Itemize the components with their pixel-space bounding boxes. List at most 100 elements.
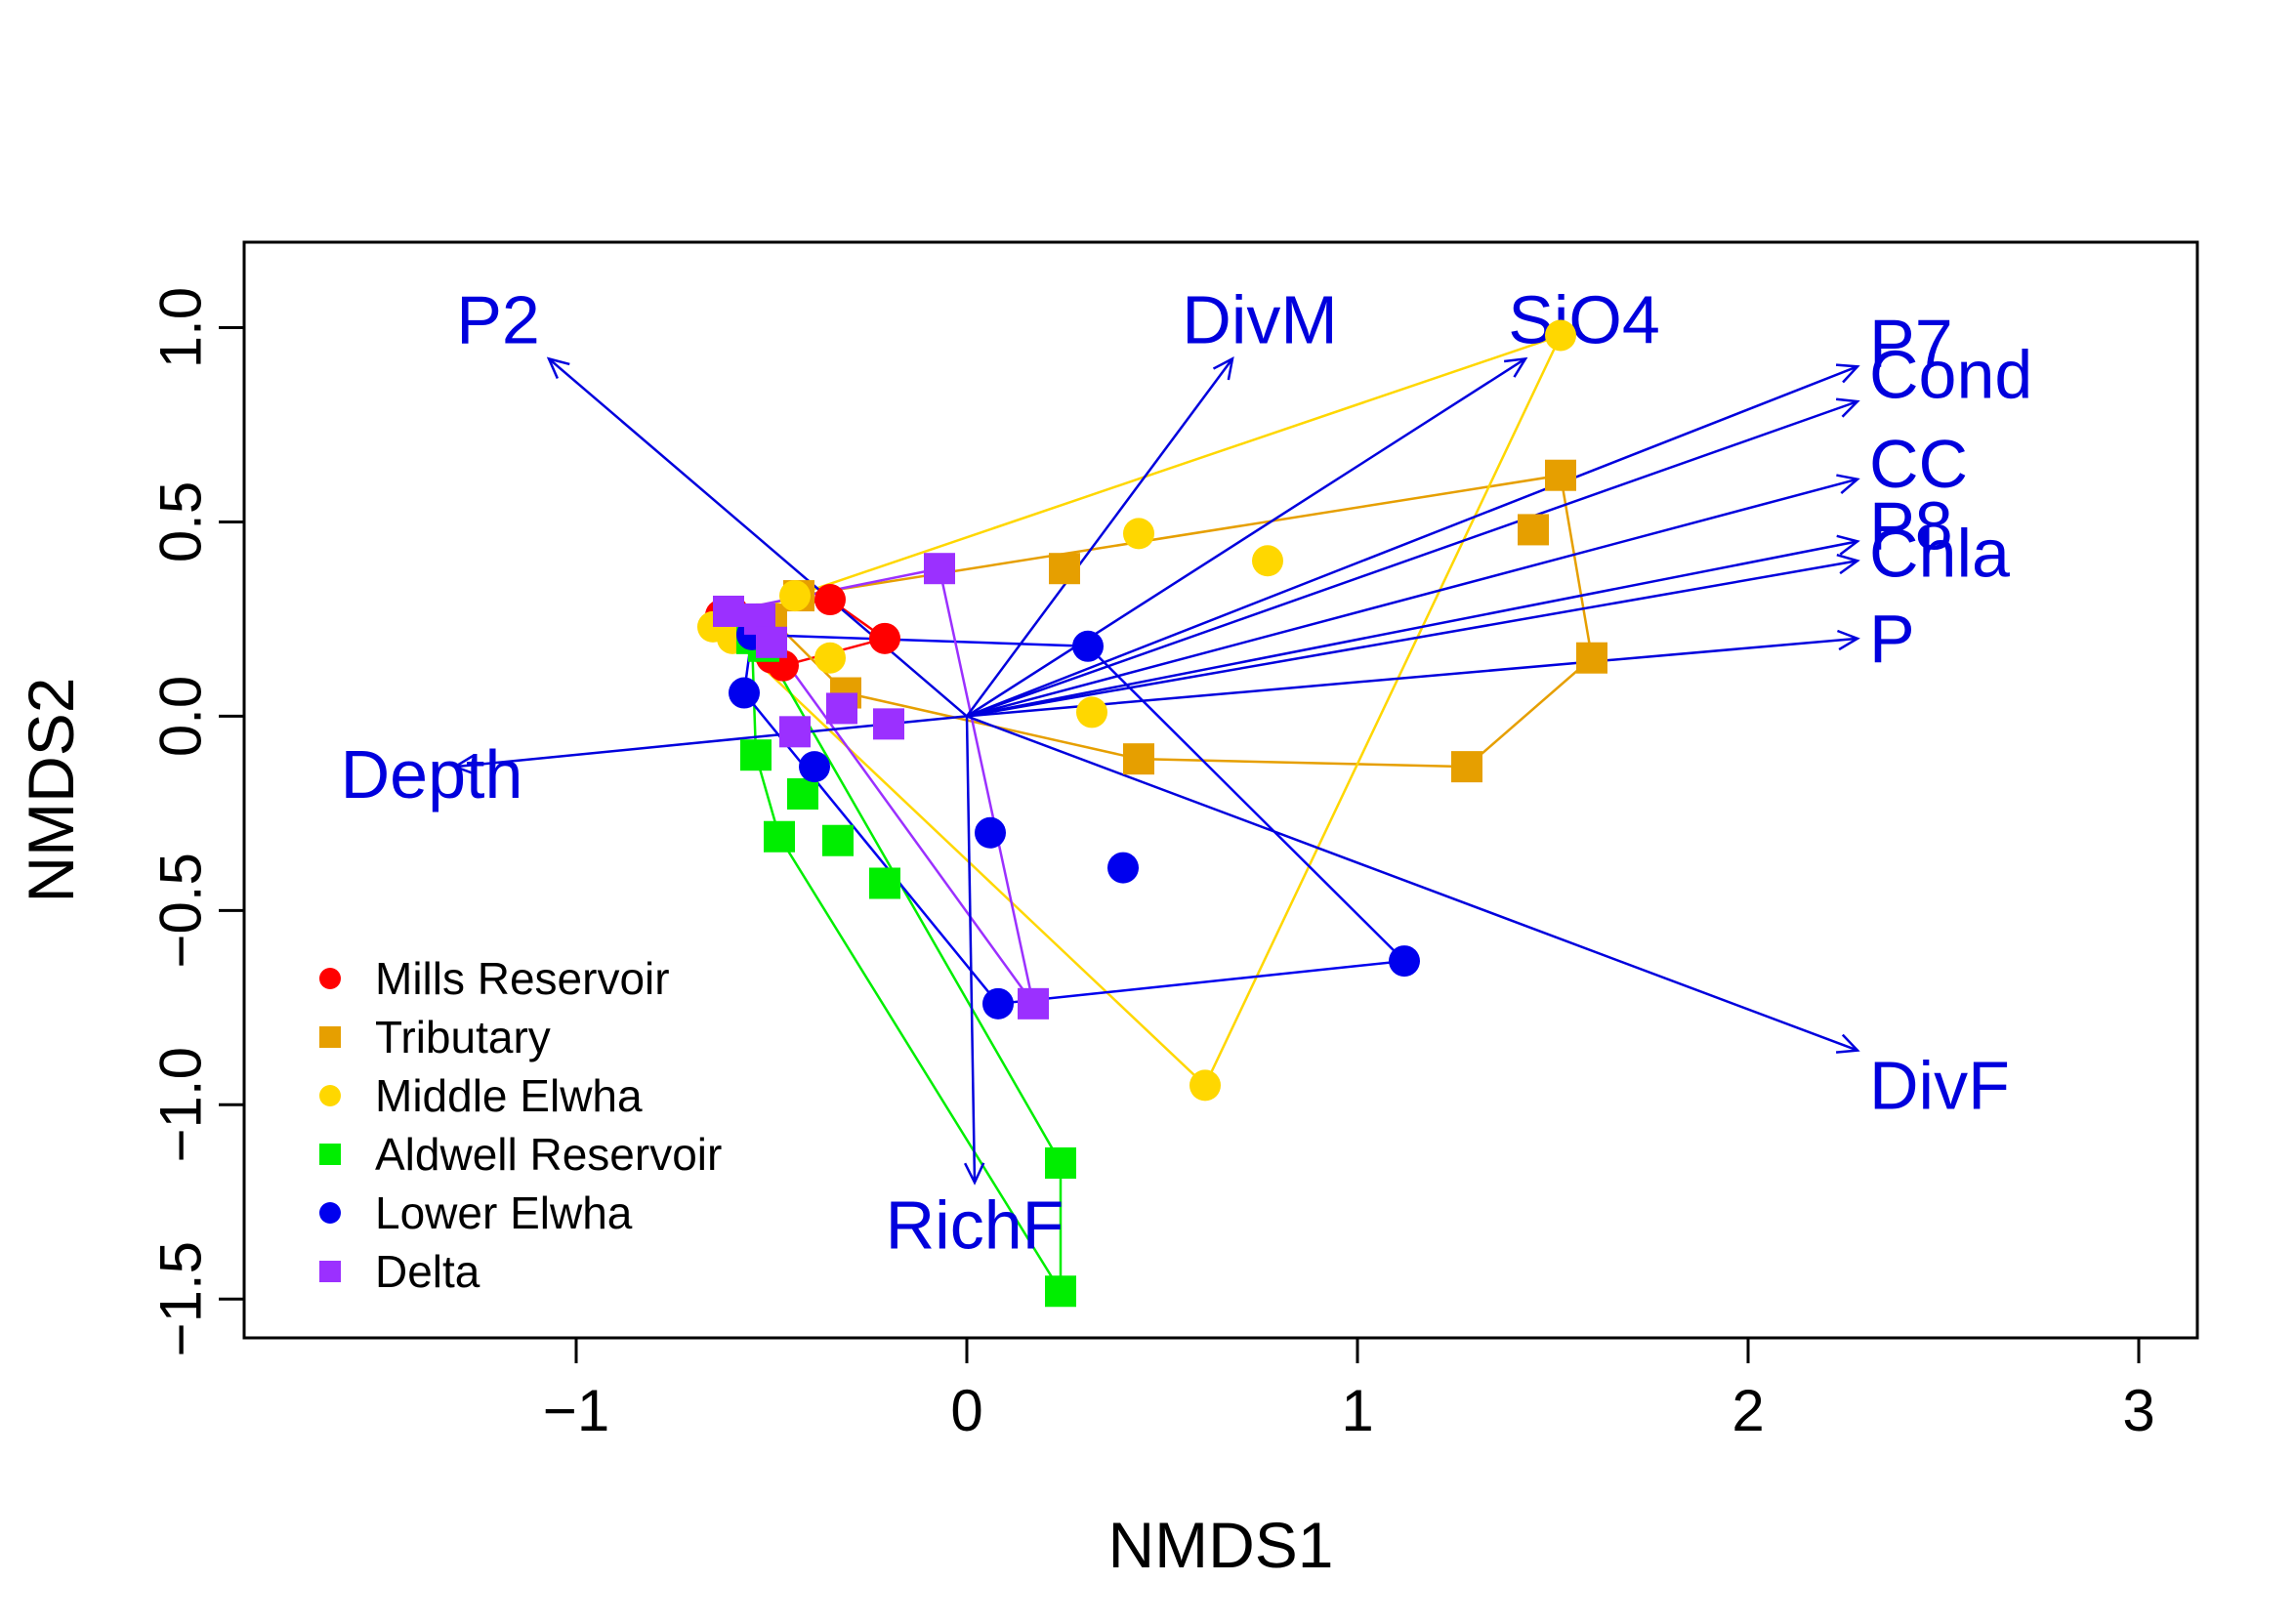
vector-arrowhead: [546, 356, 570, 380]
data-point: [982, 987, 1014, 1020]
y-tick-label: 1.0: [148, 287, 214, 368]
data-point: [1123, 743, 1154, 775]
vector-label: DivF: [1869, 1047, 2010, 1123]
vector-label: Cond: [1869, 336, 2032, 412]
vector-label: P8: [1869, 487, 1953, 563]
x-axis: −1 0 1 2 3: [543, 1336, 2155, 1443]
data-point: [1049, 553, 1080, 585]
data-point: [779, 716, 811, 748]
data-point: [1018, 987, 1049, 1020]
vector-arrowhead: [1504, 356, 1528, 378]
y-tick-label: −0.5: [148, 853, 214, 968]
vector-line: [966, 357, 1526, 718]
vector-arrowhead: [1835, 1033, 1860, 1054]
data-point: [1451, 751, 1482, 783]
vector-line: [965, 716, 977, 1183]
data-point: [869, 867, 900, 899]
y-tick-label: 0.0: [148, 676, 214, 757]
data-point: [873, 708, 904, 740]
legend-marker: [319, 968, 341, 989]
data-point: [1189, 1069, 1221, 1102]
legend-marker: [319, 1261, 341, 1282]
vector-label: RichF: [886, 1187, 1064, 1264]
data-point: [1545, 319, 1576, 352]
vector-arrowhead: [452, 754, 477, 775]
vector-label: Chla: [1869, 515, 2010, 591]
data-point: [814, 584, 846, 616]
data-point: [1252, 545, 1283, 577]
vector-arrowhead: [1836, 534, 1860, 556]
vector-label: P: [1869, 601, 1915, 677]
legend-marker: [319, 1202, 341, 1224]
data-point: [764, 820, 795, 853]
data-point: [756, 626, 787, 658]
x-axis-label: NMDS1: [1107, 1509, 1333, 1581]
data-point: [822, 824, 854, 856]
vector-label: P2: [456, 282, 540, 358]
data-point: [1518, 514, 1549, 546]
site-points: [697, 319, 1607, 1308]
data-point: [1076, 696, 1107, 729]
vector-label: DivM: [1182, 282, 1337, 358]
data-point: [1123, 518, 1154, 550]
y-axis-label: NMDS2: [15, 677, 87, 902]
data-point: [1576, 642, 1607, 674]
data-point: [1545, 459, 1576, 491]
vector-label: P7: [1869, 305, 1953, 381]
data-point: [826, 692, 857, 725]
data-point: [713, 595, 744, 627]
vector-label: Depth: [341, 736, 523, 812]
x-tick-label: 2: [1732, 1378, 1764, 1443]
vector-line: [966, 540, 1858, 718]
data-point: [1072, 630, 1104, 662]
data-point: [869, 622, 900, 654]
vector-arrowhead: [1836, 554, 1860, 575]
legend-marker: [319, 1085, 341, 1106]
legend-label: Tributary: [375, 1012, 551, 1062]
vector-arrowhead: [1835, 397, 1860, 418]
vector-line: [966, 715, 1858, 1052]
vector-line: [966, 478, 1858, 718]
vector-label: CC: [1869, 426, 1968, 502]
y-tick-label: −1.5: [148, 1241, 214, 1356]
y-axis: −1.5 −1.0 −0.5 0.0 0.5 1.0: [148, 287, 246, 1356]
vector-arrowhead: [1836, 474, 1860, 494]
vector-line: [548, 357, 968, 718]
data-point: [740, 739, 772, 771]
vector-arrowhead: [1835, 363, 1860, 384]
legend-label: Aldwell Reservoir: [375, 1129, 722, 1180]
x-tick-label: 3: [2122, 1378, 2154, 1443]
x-tick-label: −1: [543, 1378, 609, 1443]
vector-line: [966, 637, 1858, 718]
data-point: [1107, 852, 1139, 884]
vector-line: [966, 399, 1858, 718]
data-point: [924, 553, 955, 585]
data-point: [779, 580, 811, 612]
vector-arrowhead: [1212, 356, 1234, 381]
vector-arrowhead: [963, 1162, 985, 1186]
y-tick-label: −1.0: [148, 1047, 214, 1162]
x-tick-label: 1: [1341, 1378, 1373, 1443]
data-point: [799, 751, 830, 783]
y-tick-label: 0.5: [148, 481, 214, 562]
legend-label: Delta: [375, 1246, 480, 1297]
legend-label: Mills Reservoir: [375, 953, 670, 1004]
vector-arrowhead: [1836, 629, 1860, 651]
legend-label: Lower Elwha: [375, 1187, 633, 1238]
legend-label: Middle Elwha: [375, 1070, 643, 1121]
legend: Mills Reservoir Tributary Middle Elwha Aldw…: [319, 953, 722, 1297]
data-point: [1045, 1146, 1076, 1179]
data-point: [814, 642, 846, 674]
data-point: [729, 677, 760, 709]
x-tick-label: 0: [950, 1378, 982, 1443]
data-point: [975, 816, 1006, 849]
vector-label: SiO4: [1508, 282, 1660, 358]
data-point: [787, 777, 818, 810]
legend-marker: [319, 1026, 341, 1048]
vector-line: [966, 560, 1858, 718]
legend-marker: [319, 1144, 341, 1165]
data-point: [1045, 1275, 1076, 1308]
